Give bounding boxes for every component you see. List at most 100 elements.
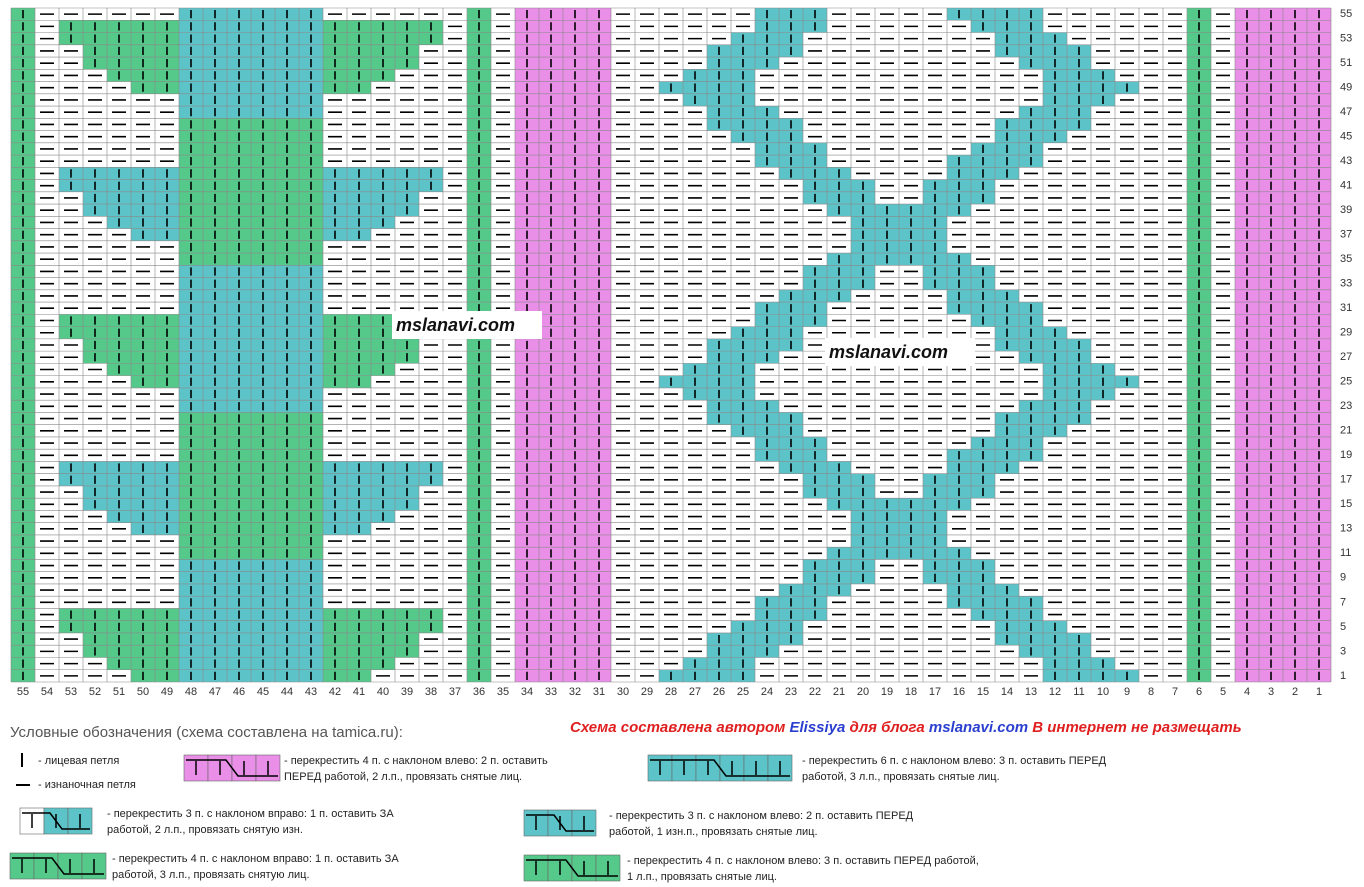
column-number: 8 xyxy=(1148,686,1154,698)
legend-text: ПЕРЕД работой, 2 л.п., провязать снятые … xyxy=(284,771,522,783)
row-number: 49 xyxy=(1340,82,1352,94)
column-number: 42 xyxy=(329,686,341,698)
column-number: 50 xyxy=(137,686,149,698)
row-number: 41 xyxy=(1340,180,1352,192)
notice: Схема составлена автором Elissiya для бл… xyxy=(570,719,1242,736)
axis-labels: 55 54 53 52 51 50 49 48 47 46 45 44 43 42 41 40 39 38 37 36… xyxy=(17,8,1352,698)
watermark: mslanavi.com xyxy=(396,315,515,335)
column-number: 36 xyxy=(473,686,485,698)
cross-line xyxy=(22,812,90,830)
column-number: 29 xyxy=(641,686,653,698)
column-number: 47 xyxy=(209,686,221,698)
column-number: 14 xyxy=(1001,686,1013,698)
column-number: 53 xyxy=(65,686,77,698)
column-number: 52 xyxy=(89,686,101,698)
column-number: 9 xyxy=(1124,686,1130,698)
row-number: 29 xyxy=(1340,327,1352,339)
notice-part: Схема составлена автором xyxy=(570,719,789,736)
row-number: 31 xyxy=(1340,302,1352,314)
column-number: 30 xyxy=(617,686,629,698)
row-number: 45 xyxy=(1340,131,1352,143)
column-number: 49 xyxy=(161,686,173,698)
notice-part: mslanavi.com xyxy=(929,719,1028,736)
column-number: 17 xyxy=(929,686,941,698)
row-number: 23 xyxy=(1340,400,1352,412)
row-number: 7 xyxy=(1340,596,1346,608)
legend-text: работой, 1 изн.п., провязать снятые лиц. xyxy=(609,826,818,838)
column-number: 15 xyxy=(977,686,989,698)
column-number: 24 xyxy=(761,686,773,698)
row-number: 15 xyxy=(1340,498,1352,510)
column-number: 2 xyxy=(1292,686,1298,698)
knit-marks xyxy=(22,10,1320,680)
legend-text: работой, 3 л.п., провязать снятые лиц. xyxy=(802,771,1000,783)
column-number: 35 xyxy=(497,686,509,698)
column-number: 37 xyxy=(449,686,461,698)
row-number: 37 xyxy=(1340,229,1352,241)
legend-text: 1 л.п., провязать снятые лиц. xyxy=(627,871,777,883)
column-number: 40 xyxy=(377,686,389,698)
column-number: 6 xyxy=(1196,686,1202,698)
legend-title: Условные обозначения (схема составлена н… xyxy=(10,724,403,741)
column-number: 54 xyxy=(41,686,53,698)
row-number: 13 xyxy=(1340,523,1352,535)
legend-text: - перекрестить 3 п. с наклоном влево: 2 … xyxy=(609,810,914,822)
row-number: 51 xyxy=(1340,57,1352,69)
column-number: 19 xyxy=(881,686,893,698)
column-number: 7 xyxy=(1172,686,1178,698)
column-number: 48 xyxy=(185,686,197,698)
column-number: 46 xyxy=(233,686,245,698)
column-number: 55 xyxy=(17,686,29,698)
watermark-bg xyxy=(392,311,542,339)
column-number: 22 xyxy=(809,686,821,698)
column-number: 31 xyxy=(593,686,605,698)
column-number: 28 xyxy=(665,686,677,698)
column-number: 21 xyxy=(833,686,845,698)
legend-text: - перекрестить 4 п. с наклоном влево: 2 … xyxy=(284,755,548,767)
row-number: 53 xyxy=(1340,33,1352,45)
column-number: 10 xyxy=(1097,686,1109,698)
column-number: 3 xyxy=(1268,686,1274,698)
notice-part: для блога xyxy=(845,719,928,736)
watermark-bg xyxy=(825,338,975,366)
row-number: 21 xyxy=(1340,425,1352,437)
legend-text: - перекрестить 6 п. с наклоном влево: 3 … xyxy=(802,755,1107,767)
column-number: 18 xyxy=(905,686,917,698)
legend-items: - перекрестить 4 п. с наклоном влево: 2 … xyxy=(9,754,1107,883)
row-number: 47 xyxy=(1340,106,1352,118)
column-number: 12 xyxy=(1049,686,1061,698)
legend-knit: - лицевая петля xyxy=(38,755,119,767)
column-number: 25 xyxy=(737,686,749,698)
column-number: 13 xyxy=(1025,686,1037,698)
column-number: 5 xyxy=(1220,686,1226,698)
column-number: 20 xyxy=(857,686,869,698)
row-number: 25 xyxy=(1340,376,1352,388)
column-number: 34 xyxy=(521,686,533,698)
column-number: 4 xyxy=(1244,686,1250,698)
column-number: 33 xyxy=(545,686,557,698)
row-number: 17 xyxy=(1340,474,1352,486)
row-number: 35 xyxy=(1340,253,1352,265)
column-number: 26 xyxy=(713,686,725,698)
column-number: 27 xyxy=(689,686,701,698)
cross-line xyxy=(526,859,618,877)
cross-line xyxy=(526,814,594,832)
watermark: mslanavi.com xyxy=(829,342,948,362)
column-number: 1 xyxy=(1316,686,1322,698)
column-number: 39 xyxy=(401,686,413,698)
row-number: 3 xyxy=(1340,645,1346,657)
column-number: 11 xyxy=(1073,686,1084,698)
notice-part: В интернет не размещать xyxy=(1028,719,1242,736)
legend-text: - перекрестить 4 п. с наклоном вправо: 1… xyxy=(112,853,399,865)
legend-text: - перекрестить 3 п. с наклоном вправо: 1… xyxy=(107,808,394,820)
legend-text: работой, 3 л.п., провязать снятую лиц. xyxy=(112,869,310,881)
column-number: 51 xyxy=(113,686,125,698)
column-number: 32 xyxy=(569,686,581,698)
row-number: 55 xyxy=(1340,8,1352,20)
purl-marks xyxy=(40,13,1230,677)
cross-line xyxy=(12,857,104,875)
legend-purl: - изнаночная петля xyxy=(38,779,136,791)
row-number: 11 xyxy=(1340,547,1351,559)
cross-line xyxy=(186,759,278,777)
